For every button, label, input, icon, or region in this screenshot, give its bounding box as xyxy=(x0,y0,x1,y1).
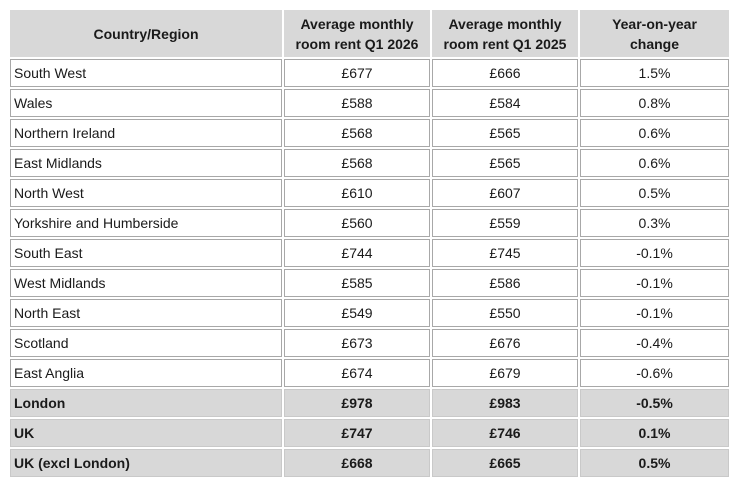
cell-region: Wales xyxy=(10,89,282,117)
table-row: UK (excl London) £668 £665 0.5% xyxy=(10,449,729,477)
cell-rent-q1-2026: £568 xyxy=(284,119,430,147)
col-header-rent-2026: Average monthly room rent Q1 2026 xyxy=(284,10,430,57)
cell-rent-q1-2025: £745 xyxy=(432,239,578,267)
cell-region: UK (excl London) xyxy=(10,449,282,477)
col-header-region: Country/Region xyxy=(10,10,282,57)
cell-rent-q1-2026: £668 xyxy=(284,449,430,477)
cell-yoy-change: 0.5% xyxy=(580,179,729,207)
cell-region: Yorkshire and Humberside xyxy=(10,209,282,237)
cell-rent-q1-2025: £665 xyxy=(432,449,578,477)
cell-region: West Midlands xyxy=(10,269,282,297)
cell-region: East Midlands xyxy=(10,149,282,177)
cell-yoy-change: 1.5% xyxy=(580,59,729,87)
table-row: Northern Ireland £568 £565 0.6% xyxy=(10,119,729,147)
cell-rent-q1-2025: £550 xyxy=(432,299,578,327)
table-row: South West £677 £666 1.5% xyxy=(10,59,729,87)
cell-yoy-change: 0.5% xyxy=(580,449,729,477)
cell-rent-q1-2026: £610 xyxy=(284,179,430,207)
table-row: East Midlands £568 £565 0.6% xyxy=(10,149,729,177)
table-row: East Anglia £674 £679 -0.6% xyxy=(10,359,729,387)
cell-rent-q1-2026: £560 xyxy=(284,209,430,237)
cell-rent-q1-2026: £674 xyxy=(284,359,430,387)
table-header: Country/Region Average monthly room rent… xyxy=(10,10,729,57)
table-row: West Midlands £585 £586 -0.1% xyxy=(10,269,729,297)
table-row: London £978 £983 -0.5% xyxy=(10,389,729,417)
cell-yoy-change: 0.3% xyxy=(580,209,729,237)
cell-rent-q1-2026: £673 xyxy=(284,329,430,357)
cell-rent-q1-2025: £676 xyxy=(432,329,578,357)
cell-yoy-change: -0.5% xyxy=(580,389,729,417)
cell-rent-q1-2025: £584 xyxy=(432,89,578,117)
table-row: Yorkshire and Humberside £560 £559 0.3% xyxy=(10,209,729,237)
col-header-rent-2025: Average monthly room rent Q1 2025 xyxy=(432,10,578,57)
cell-region: East Anglia xyxy=(10,359,282,387)
cell-yoy-change: 0.1% xyxy=(580,419,729,447)
cell-yoy-change: 0.8% xyxy=(580,89,729,117)
cell-yoy-change: -0.6% xyxy=(580,359,729,387)
cell-region: South East xyxy=(10,239,282,267)
cell-yoy-change: 0.6% xyxy=(580,149,729,177)
cell-rent-q1-2026: £588 xyxy=(284,89,430,117)
cell-rent-q1-2026: £978 xyxy=(284,389,430,417)
cell-rent-q1-2025: £559 xyxy=(432,209,578,237)
cell-rent-q1-2026: £568 xyxy=(284,149,430,177)
cell-rent-q1-2026: £677 xyxy=(284,59,430,87)
cell-rent-q1-2025: £607 xyxy=(432,179,578,207)
header-row: Country/Region Average monthly room rent… xyxy=(10,10,729,57)
cell-rent-q1-2025: £565 xyxy=(432,149,578,177)
cell-rent-q1-2025: £679 xyxy=(432,359,578,387)
table-row: Scotland £673 £676 -0.4% xyxy=(10,329,729,357)
cell-yoy-change: -0.4% xyxy=(580,329,729,357)
table-row: UK £747 £746 0.1% xyxy=(10,419,729,447)
cell-rent-q1-2025: £983 xyxy=(432,389,578,417)
table-row: North West £610 £607 0.5% xyxy=(10,179,729,207)
cell-region: Scotland xyxy=(10,329,282,357)
cell-region: North East xyxy=(10,299,282,327)
cell-yoy-change: -0.1% xyxy=(580,269,729,297)
table-row: Wales £588 £584 0.8% xyxy=(10,89,729,117)
cell-rent-q1-2025: £746 xyxy=(432,419,578,447)
table-body: South West £677 £666 1.5% Wales £588 £584 0.8% N… xyxy=(10,59,729,477)
cell-yoy-change: 0.6% xyxy=(580,119,729,147)
cell-rent-q1-2026: £744 xyxy=(284,239,430,267)
col-header-yoy-change: Year-on-year change xyxy=(580,10,729,57)
cell-region: Northern Ireland xyxy=(10,119,282,147)
room-rent-table: Country/Region Average monthly room rent… xyxy=(8,8,731,479)
cell-yoy-change: -0.1% xyxy=(580,239,729,267)
cell-yoy-change: -0.1% xyxy=(580,299,729,327)
cell-region: South West xyxy=(10,59,282,87)
cell-rent-q1-2026: £585 xyxy=(284,269,430,297)
cell-rent-q1-2025: £586 xyxy=(432,269,578,297)
cell-region: North West xyxy=(10,179,282,207)
cell-region: London xyxy=(10,389,282,417)
cell-rent-q1-2025: £666 xyxy=(432,59,578,87)
cell-rent-q1-2026: £747 xyxy=(284,419,430,447)
table-row: North East £549 £550 -0.1% xyxy=(10,299,729,327)
cell-rent-q1-2025: £565 xyxy=(432,119,578,147)
table-row: South East £744 £745 -0.1% xyxy=(10,239,729,267)
cell-rent-q1-2026: £549 xyxy=(284,299,430,327)
cell-region: UK xyxy=(10,419,282,447)
